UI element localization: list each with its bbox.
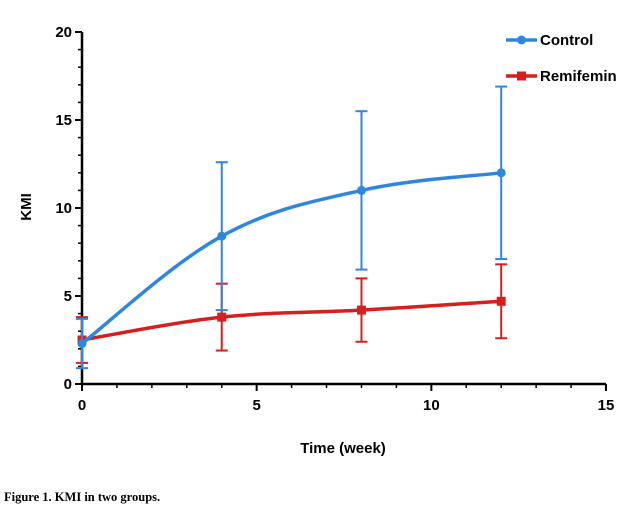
series-line (80, 171, 502, 345)
data-point (217, 312, 227, 322)
data-point (217, 231, 227, 241)
axes: 0 5 10 15 20 0 5 10 15 (55, 24, 614, 414)
data-point (496, 296, 506, 306)
y-tick-label: 0 (64, 376, 72, 393)
y-tick-label: 20 (55, 24, 72, 41)
plot-area (76, 85, 508, 370)
y-axis-label: KMI (18, 193, 35, 221)
data-point (356, 305, 366, 315)
legend-marker-remifemin (517, 71, 526, 81)
data-point (77, 339, 87, 349)
y-tick-label: 10 (55, 200, 72, 217)
series-control (76, 85, 508, 370)
data-point (496, 168, 506, 178)
x-tick-label: 5 (252, 397, 260, 414)
x-tick-label: 10 (423, 397, 440, 414)
series-remifemin (76, 263, 508, 364)
y-tick-label: 5 (64, 288, 72, 305)
data-point (356, 185, 366, 195)
legend-marker-control (517, 35, 526, 45)
legend-label-control: Control (540, 32, 593, 49)
y-tick-label: 15 (55, 112, 72, 129)
legend: Control Remifemin (506, 32, 617, 85)
figure-caption: Figure 1. KMI in two groups. (4, 490, 161, 504)
x-tick-label: 0 (78, 397, 86, 414)
x-tick-label: 15 (598, 397, 615, 414)
x-axis-label: Time (week) (300, 440, 386, 457)
series-line (81, 299, 502, 342)
legend-label-remifemin: Remifemin (540, 68, 617, 85)
